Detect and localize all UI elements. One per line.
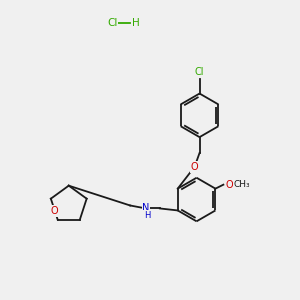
Text: Cl: Cl: [195, 67, 204, 77]
Text: Cl: Cl: [107, 18, 118, 28]
Text: CH₃: CH₃: [234, 180, 250, 189]
Text: H: H: [144, 211, 150, 220]
Text: O: O: [226, 180, 233, 190]
Text: N: N: [142, 203, 150, 214]
Text: O: O: [50, 206, 58, 216]
Text: O: O: [191, 162, 198, 172]
Text: H: H: [132, 18, 140, 28]
